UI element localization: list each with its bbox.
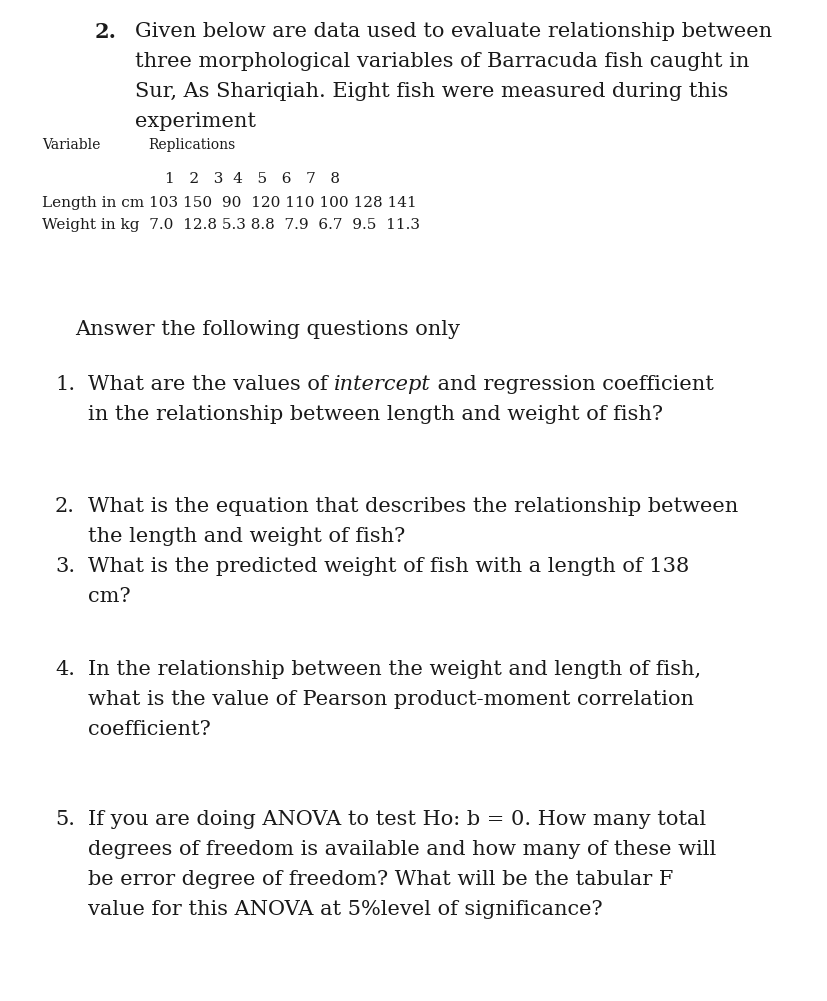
Text: coefficient?: coefficient? (88, 720, 211, 739)
Text: value for this ANOVA at 5%level of significance?: value for this ANOVA at 5%level of signi… (88, 900, 602, 919)
Text: Variable: Variable (42, 138, 100, 152)
Text: Answer the following questions only: Answer the following questions only (75, 320, 460, 339)
Text: What is the predicted weight of fish with a length of 138: What is the predicted weight of fish wit… (88, 557, 688, 576)
Text: what is the value of Pearson product-moment correlation: what is the value of Pearson product-mom… (88, 690, 693, 709)
Text: degrees of freedom is available and how many of these will: degrees of freedom is available and how … (88, 840, 715, 859)
Text: 2.: 2. (95, 22, 117, 42)
Text: 1.: 1. (55, 375, 75, 394)
Text: In the relationship between the weight and length of fish,: In the relationship between the weight a… (88, 660, 700, 679)
Text: 4.: 4. (55, 660, 75, 679)
Text: 3.: 3. (55, 557, 75, 576)
Text: and regression coefficient: and regression coefficient (431, 375, 713, 394)
Text: 1   2   3  4   5   6   7   8: 1 2 3 4 5 6 7 8 (165, 172, 340, 186)
Text: Length in cm 103 150  90  120 110 100 128 141: Length in cm 103 150 90 120 110 100 128 … (42, 196, 416, 210)
Text: 5.: 5. (55, 810, 75, 829)
Text: be error degree of freedom? What will be the tabular F: be error degree of freedom? What will be… (88, 870, 672, 889)
Text: Weight in kg  7.0  12.8 5.3 8.8  7.9  6.7  9.5  11.3: Weight in kg 7.0 12.8 5.3 8.8 7.9 6.7 9.… (42, 218, 419, 232)
Text: What are the values of: What are the values of (88, 375, 334, 394)
Text: Given below are data used to evaluate relationship between: Given below are data used to evaluate re… (135, 22, 772, 41)
Text: intercept: intercept (334, 375, 431, 394)
Text: the length and weight of fish?: the length and weight of fish? (88, 527, 404, 546)
Text: experiment: experiment (135, 112, 256, 131)
Text: 2.: 2. (55, 497, 75, 516)
Text: in the relationship between length and weight of fish?: in the relationship between length and w… (88, 405, 662, 424)
Text: cm?: cm? (88, 587, 131, 606)
Text: Sur, As Shariqiah. Eight fish were measured during this: Sur, As Shariqiah. Eight fish were measu… (135, 82, 728, 101)
Text: three morphological variables of Barracuda fish caught in: three morphological variables of Barracu… (135, 52, 748, 71)
Text: If you are doing ANOVA to test Ho: b = 0. How many total: If you are doing ANOVA to test Ho: b = 0… (88, 810, 705, 829)
Text: What is the equation that describes the relationship between: What is the equation that describes the … (88, 497, 738, 516)
Text: Replications: Replications (148, 138, 235, 152)
